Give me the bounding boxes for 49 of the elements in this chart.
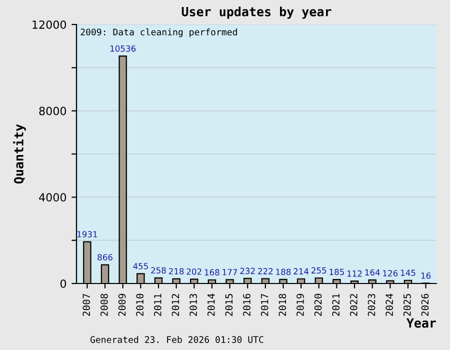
x-tick-label: 2026 <box>421 294 429 316</box>
data-label: 258 <box>151 267 166 274</box>
x-tick-label: 2010 <box>136 294 144 316</box>
data-label: 866 <box>98 254 112 260</box>
data-label: 455 <box>133 263 148 270</box>
x-tick-label: 2024 <box>386 294 394 316</box>
x-tick-label: 2021 <box>332 294 340 316</box>
data-label: 126 <box>383 270 398 276</box>
x-tick-label: 2022 <box>350 294 358 316</box>
x-tick-label: 2013 <box>190 294 197 316</box>
y-tick-label: 0 <box>60 279 66 288</box>
data-label: 10536 <box>110 45 136 52</box>
data-label: 112 <box>347 270 362 277</box>
x-tick-label: 2015 <box>225 294 233 316</box>
data-label: 145 <box>400 270 416 276</box>
chart-title: User updates by year <box>182 6 332 19</box>
x-tick-label: 2017 <box>260 294 268 316</box>
annotation: 2009: Data cleaning performed <box>80 28 237 38</box>
data-label: 168 <box>204 269 220 276</box>
x-tick-label: 2019 <box>296 294 304 316</box>
y-tick-label: 8000 <box>39 106 66 116</box>
y-tick-label: 4000 <box>39 193 66 202</box>
x-tick-label: 2009 <box>118 294 126 316</box>
y-axis-title: Quantity <box>13 124 26 184</box>
x-tick-label: 2007 <box>82 294 90 316</box>
x-tick-label: 2016 <box>243 294 250 316</box>
data-label: 177 <box>222 269 238 276</box>
y-tick-label: 12000 <box>32 20 66 29</box>
x-tick-label: 2011 <box>154 294 162 316</box>
x-tick-label: 2018 <box>278 294 286 316</box>
x-tick-label: 2012 <box>172 294 180 316</box>
text: Generated 23. Feb 2026 01:30 UTC <box>90 336 264 343</box>
data-label: 185 <box>330 268 344 276</box>
data-label: 164 <box>365 269 380 276</box>
x-tick-label: 2023 <box>368 294 376 316</box>
x-tick-label: 2025 <box>403 294 411 316</box>
data-label: 188 <box>276 268 291 276</box>
data-label: 232 <box>240 268 255 274</box>
data-label: 1931 <box>78 231 98 238</box>
data-label: 222 <box>258 268 273 274</box>
x-tick-label: 2020 <box>314 294 322 316</box>
data-label: 16 <box>421 272 431 279</box>
data-label: 255 <box>312 267 326 274</box>
x-tick-label: 2014 <box>207 294 215 316</box>
x-tick-label: 2008 <box>100 294 108 316</box>
x-axis-title: Year <box>406 318 436 328</box>
data-label: 202 <box>186 268 202 275</box>
data-label: 218 <box>168 268 184 274</box>
data-label: 214 <box>294 268 309 274</box>
